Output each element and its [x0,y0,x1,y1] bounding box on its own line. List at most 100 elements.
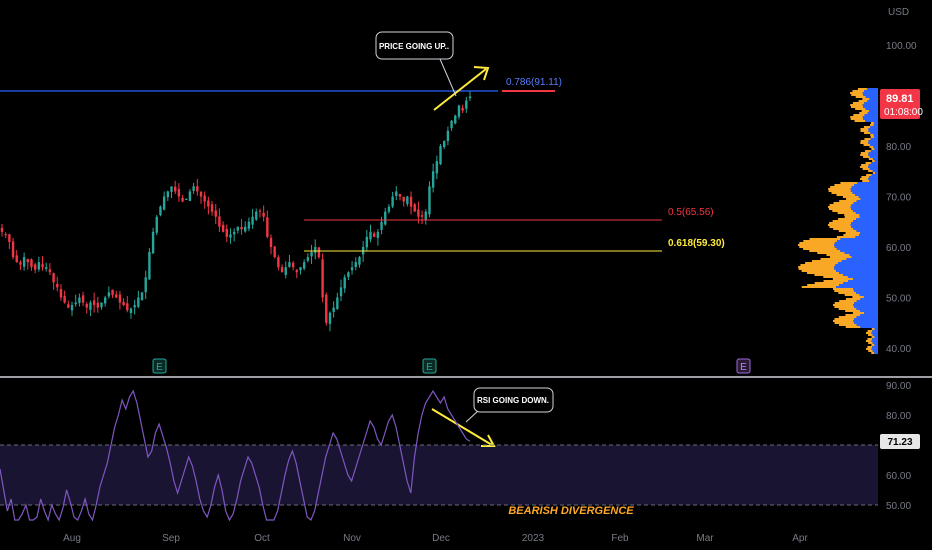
vp-bar-sell [845,298,861,300]
vp-bar-buy [834,246,878,248]
vp-bar-sell [801,270,836,272]
vp-bar-buy [868,130,878,132]
vp-bar-sell [863,144,871,146]
candle-body [218,216,221,227]
vp-bar-sell [862,98,870,100]
vp-bar-sell [807,272,839,274]
vp-bar-sell [866,348,872,350]
vp-bar-buy [865,120,878,122]
vp-bar-sell [866,174,872,176]
vp-bar-sell [863,156,870,158]
candle-body [236,226,240,231]
vp-bar-buy [843,282,878,284]
vp-bar-buy [869,156,878,158]
vp-bar-buy [871,332,878,334]
vp-bar-buy [874,336,878,338]
earnings-marker-1[interactable]: E [152,358,167,374]
vp-bar-sell [865,162,872,164]
vp-bar-sell [867,330,873,332]
vp-bar-sell [839,324,857,326]
svg-text:71.23: 71.23 [887,437,912,448]
time-tick-label: Oct [254,533,270,544]
vp-bar-sell [834,184,855,186]
vp-bar-buy [870,126,878,128]
candle-body [162,196,166,210]
svg-text:PRICE GOING UP..: PRICE GOING UP.. [379,42,449,51]
vp-bar-buy [853,220,878,222]
vp-bar-sell [860,128,869,130]
vp-bar-buy [856,308,878,310]
svg-text:E: E [740,362,747,373]
candle-body [413,204,416,212]
price-tick-label: 50.00 [886,294,911,305]
vp-bar-sell [852,296,864,298]
vp-bar-sell [826,254,850,256]
candle-body [251,216,254,225]
vp-bar-sell [862,168,870,170]
time-tick-label: Feb [611,533,629,544]
vp-bar-sell [832,210,853,212]
vp-bar-sell [853,114,865,116]
vp-bar-buy [867,112,878,114]
vp-bar-sell [838,308,857,310]
candle-body [240,227,243,230]
vp-bar-buy [836,240,878,242]
vp-bar-buy [851,256,878,258]
candle-body [181,197,184,202]
vp-bar-buy [835,264,878,266]
vp-bar-buy [839,284,878,286]
vp-bar-sell [812,260,842,262]
candle-body [273,246,276,258]
vp-bar-buy [863,94,878,96]
vp-bar-buy [859,294,878,296]
last-price-badge[interactable]: 89.81 01:08:00 [880,89,923,119]
vp-bar-buy [863,90,878,92]
divergence-label: BEARISH DIVERGENCE [508,505,634,517]
vp-bar-buy [853,320,878,322]
candle-body [140,292,144,301]
price-callout[interactable]: PRICE GOING UP.. [375,31,457,97]
rsi-trend-arrow [431,408,493,446]
vp-bar-sell [867,346,873,348]
candle-body [74,302,77,305]
time-tick-label: Apr [792,533,808,544]
vp-bar-sell [828,190,851,192]
vp-bar-sell [845,326,861,328]
candle-body [118,294,122,303]
volume-profile [798,88,878,354]
earnings-marker-2[interactable]: E [422,358,437,374]
candle-body [96,302,100,308]
vp-bar-buy [873,146,878,148]
candle-body [170,186,173,192]
vp-bar-sell [803,240,837,242]
rsi-callout[interactable]: RSI GOING DOWN. [465,387,554,423]
vp-bar-buy [864,114,878,116]
candle-body [166,191,170,198]
vp-bar-sell [855,108,866,110]
candle-body [107,292,111,297]
candle-body [30,259,33,268]
vp-bar-sell [871,336,875,338]
candle-body [67,304,70,308]
rsi-value-badge[interactable]: 71.23 [880,434,920,449]
candle-body [336,297,339,309]
candle-body [284,267,287,275]
vp-bar-sell [833,288,854,290]
candle-body [11,241,15,258]
vp-bar-sell [840,182,858,184]
candle-body [85,303,88,308]
vp-bar-sell [842,196,859,198]
earnings-marker-3[interactable]: E [736,358,751,374]
candle-body [314,247,317,253]
vp-bar-sell [817,252,845,254]
vp-bar-buy [870,150,878,152]
vp-bar-sell [860,130,869,132]
vp-bar-sell [863,126,871,128]
vp-bar-buy [850,224,878,226]
candle-body [358,257,361,265]
candle-body [328,312,332,324]
time-axis[interactable]: Aug Sep Oct Nov Dec 2023 Feb Mar Apr [63,533,808,544]
candle-body [199,191,203,197]
vp-bar-sell [834,322,855,324]
